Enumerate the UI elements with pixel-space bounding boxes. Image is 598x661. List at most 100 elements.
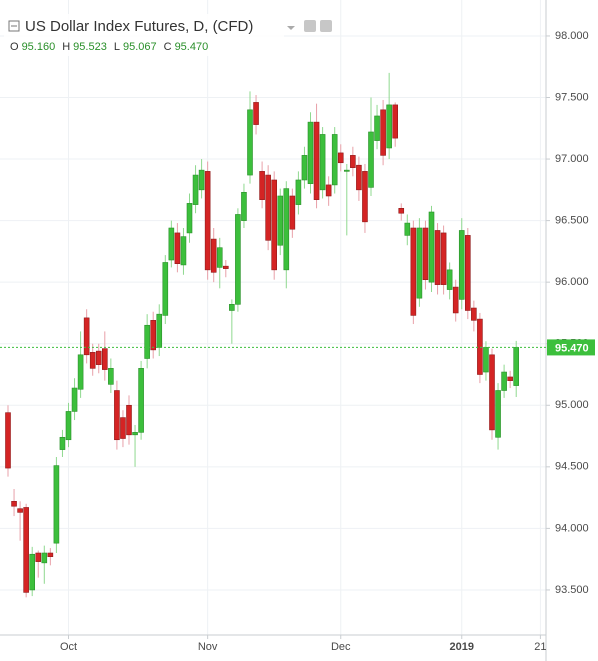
candle-body: [241, 191, 247, 221]
candle-body: [277, 195, 284, 246]
candle-body: [416, 227, 423, 299]
ohlc-key: C: [164, 41, 172, 53]
candle-body: [446, 269, 453, 290]
ohlc-key: O: [10, 41, 19, 53]
candle-body: [174, 232, 181, 265]
candle-body: [295, 179, 302, 205]
candle-body: [11, 501, 17, 507]
ohlc-value: 95.160: [22, 41, 56, 53]
y-tick-label: 97.500: [555, 91, 589, 103]
candle-body: [513, 347, 520, 386]
settings-button[interactable]: [320, 20, 332, 32]
candle-body: [132, 432, 138, 436]
x-tick-label: 21: [534, 641, 546, 653]
candle-body: [489, 354, 495, 431]
candle-body: [271, 179, 278, 271]
candle-body: [29, 553, 36, 591]
ohlc-key: H: [62, 41, 70, 53]
candle-body: [247, 109, 253, 176]
candle-body: [204, 171, 211, 271]
candle-body: [216, 247, 223, 268]
candle-body: [337, 152, 344, 164]
candle-body: [452, 286, 459, 314]
candle-body: [350, 155, 356, 168]
candle-body: [253, 102, 259, 125]
candle-body: [223, 265, 229, 269]
candles: [5, 72, 520, 598]
candle-body: [77, 354, 84, 390]
legend-backdrop: [4, 14, 284, 56]
x-tick-label: Dec: [331, 641, 351, 653]
candle-body: [156, 313, 163, 348]
candle-body: [65, 411, 72, 441]
ohlc-legend: O 95.160 H 95.523 L 95.067 C 95.470: [10, 41, 208, 53]
candle-body: [89, 352, 96, 369]
x-tick-label: 2019: [450, 641, 474, 653]
candle-body: [95, 350, 102, 365]
candle-body: [235, 214, 241, 305]
candle-body: [507, 376, 513, 381]
candle-body: [71, 387, 78, 412]
candle-body: [410, 227, 417, 316]
current-price-label: 95.470: [555, 342, 589, 354]
candle-body: [319, 134, 326, 191]
candle-body: [102, 348, 108, 370]
candle-body: [53, 465, 60, 544]
candle-body: [380, 109, 386, 156]
y-tick-label: 94.000: [555, 522, 589, 534]
candle-body: [368, 131, 374, 188]
visibility-button[interactable]: [304, 20, 316, 32]
candle-body: [289, 195, 296, 230]
candle-body: [144, 324, 150, 359]
candle-body: [307, 121, 314, 184]
candle-body: [35, 552, 42, 562]
y-tick-label: 93.500: [555, 584, 589, 596]
candle-body: [386, 104, 392, 149]
y-tick-label: 96.000: [555, 276, 589, 288]
y-tick-label: 97.000: [555, 153, 589, 165]
candle-body: [210, 238, 217, 273]
candle-body: [464, 235, 471, 311]
candle-body: [150, 320, 156, 351]
candle-body: [374, 115, 380, 141]
candle-body: [483, 347, 489, 373]
candle-body: [343, 169, 350, 172]
chart-title: US Dollar Index Futures, D, (CFD): [25, 18, 253, 35]
candle-body: [477, 318, 483, 375]
ohlc-key: L: [114, 41, 120, 53]
candle-body: [41, 552, 48, 564]
x-tick-label: Oct: [60, 641, 77, 653]
candle-body: [265, 174, 271, 241]
candle-body: [362, 171, 368, 223]
candle-body: [404, 222, 411, 236]
candle-body: [162, 262, 169, 316]
candle-body: [47, 552, 54, 558]
grid: [0, 0, 546, 635]
candle-body: [192, 174, 199, 205]
candle-body: [422, 227, 429, 281]
candle-body: [114, 390, 120, 441]
current-price-box: [547, 339, 595, 356]
candle-body: [325, 184, 332, 197]
candle-body: [120, 417, 126, 439]
candle-body: [186, 203, 193, 234]
candle-body: [495, 390, 501, 438]
candle-body: [434, 230, 441, 285]
ohlc-value: 95.523: [73, 41, 107, 53]
candle-body: [313, 121, 320, 200]
ohlc-value: 95.470: [175, 41, 209, 53]
candle-body: [138, 368, 144, 433]
candle-body: [301, 155, 308, 181]
candle-body: [180, 236, 187, 266]
candle-body: [59, 436, 66, 450]
y-tick-label: 96.500: [555, 215, 589, 227]
x-tick-label: Nov: [198, 641, 218, 653]
candle-body: [471, 307, 477, 321]
candle-body: [17, 508, 23, 513]
symbol-menu[interactable]: [287, 26, 295, 30]
ohlc-value: 95.067: [123, 41, 157, 53]
candle-body: [501, 371, 507, 391]
